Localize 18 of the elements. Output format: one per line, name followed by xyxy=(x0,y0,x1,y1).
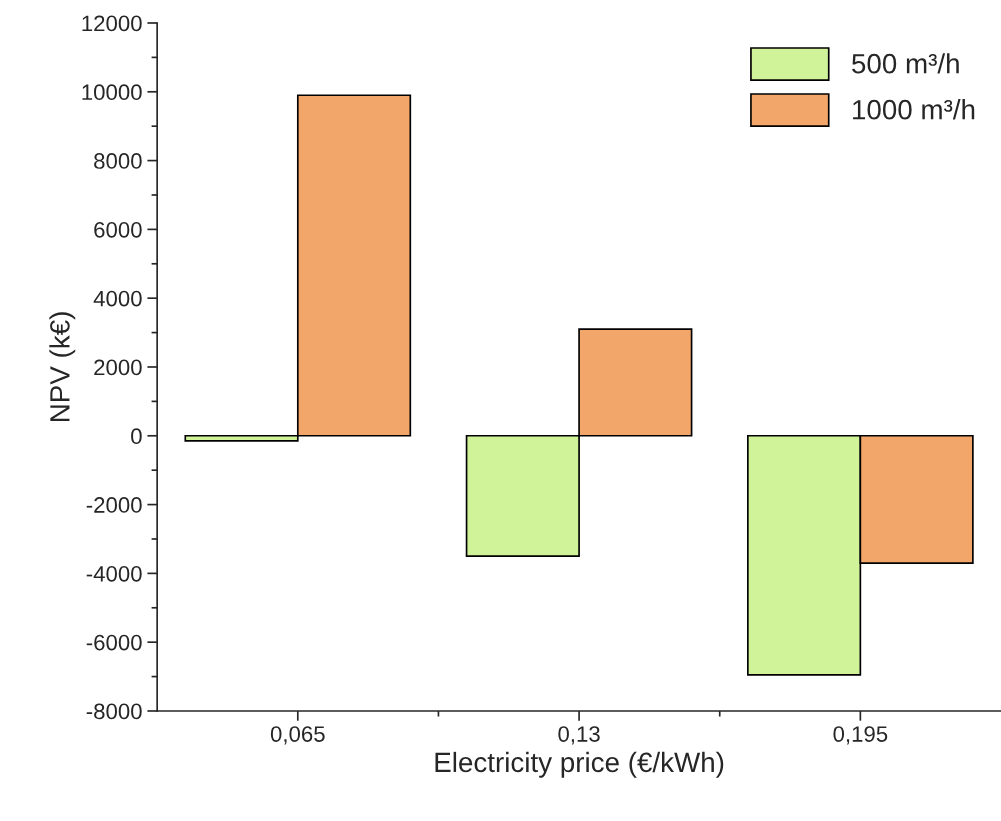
y-tick-label: 10000 xyxy=(82,84,142,101)
x-axis-title: Electricity price (€/kWh) xyxy=(435,751,724,778)
y-tick-label: -4000 xyxy=(86,565,142,582)
y-tick-label: -6000 xyxy=(86,634,142,651)
y-tick-label: 4000 xyxy=(93,290,142,307)
y-tick-label: 2000 xyxy=(94,359,142,376)
y-tick-label: -2000 xyxy=(86,497,142,513)
y-tick-label: 6000 xyxy=(94,221,142,238)
x-tick-label: 0,065 xyxy=(270,726,325,745)
y-tick-label: -8000 xyxy=(86,703,142,720)
y-tick-label: 8000 xyxy=(94,153,142,169)
legend-label: 500 m³/h xyxy=(852,53,959,74)
y-tick-label: 0 xyxy=(131,428,142,445)
x-tick-label: 0,13 xyxy=(558,726,600,745)
y-tick-label: 12000 xyxy=(82,15,142,32)
x-tick-label: 0,195 xyxy=(833,726,888,745)
y-axis-title: NPV (k€) xyxy=(49,312,76,422)
legend-label: 1000 m³/h xyxy=(853,99,975,120)
